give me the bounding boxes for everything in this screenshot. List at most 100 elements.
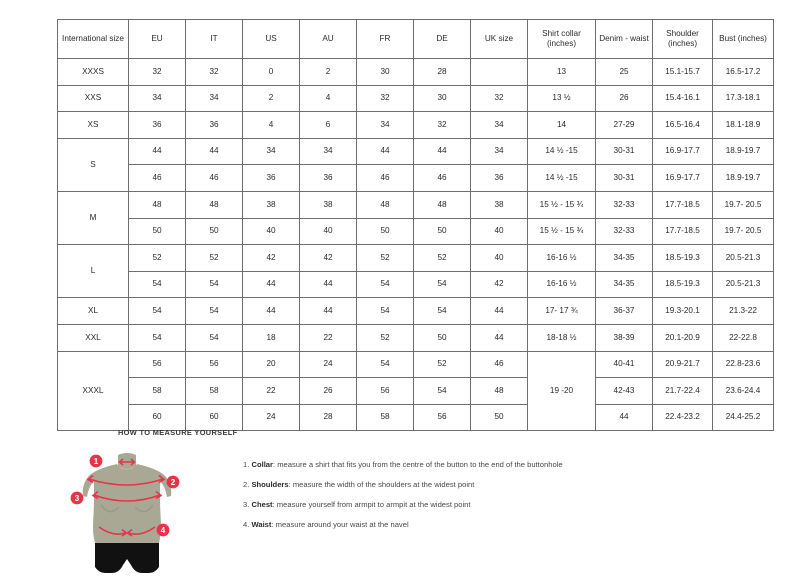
cell-5: 30 xyxy=(356,58,414,86)
cell-7: 46 xyxy=(470,350,528,379)
cell-7: 38 xyxy=(470,190,528,219)
column-header-denim-waist: Denim - waist xyxy=(595,19,653,59)
cell-6: 52 xyxy=(413,350,471,379)
cell-international-size: XXXS xyxy=(57,58,129,86)
cell-8: 16-16 ½ xyxy=(527,270,596,299)
cell-3: 44 xyxy=(242,270,300,299)
cell-international-size: M xyxy=(57,190,129,246)
cell-5: 46 xyxy=(356,164,414,192)
measure-item-text: : measure a shirt that fits you from the… xyxy=(273,460,563,469)
cell-9: 27-29 xyxy=(595,111,653,139)
cell-7: 34 xyxy=(470,137,528,166)
cell-international-size: XXL xyxy=(57,323,129,352)
cell-1: 54 xyxy=(128,323,186,352)
cell-7: 42 xyxy=(470,270,528,299)
cell-2: 32 xyxy=(185,58,243,86)
cell-10: 20.1-20.9 xyxy=(652,323,713,352)
cell-9: 34-35 xyxy=(595,270,653,299)
cell-10: 18.5-19.3 xyxy=(652,244,713,272)
table-row: XXS 34 34 2 4 32 30 32 13 ½ 26 15.4-16.1 17.3-18.1 xyxy=(57,84,774,113)
cell-11: 24.4-25.2 xyxy=(712,403,774,432)
cell-2: 54 xyxy=(185,297,243,325)
cell-10: 18.5-19.3 xyxy=(652,270,713,299)
measure-item-number: 4. xyxy=(243,520,250,530)
size-chart-container: International size EU IT US AU FR DE UK … xyxy=(57,19,774,432)
cell-2: 54 xyxy=(185,323,243,352)
cell-4: 34 xyxy=(299,137,357,166)
cell-10: 20.9-21.7 xyxy=(652,350,713,379)
cell-9: 38-39 xyxy=(595,323,653,352)
cell-1: 60 xyxy=(128,403,186,432)
cell-4: 38 xyxy=(299,190,357,219)
cell-5: 44 xyxy=(356,137,414,166)
cell-9: 44 xyxy=(595,403,653,432)
cell-1: 54 xyxy=(128,297,186,325)
cell-1: 46 xyxy=(128,164,186,192)
column-header-shirt-collar: Shirt collar (inches) xyxy=(527,19,596,59)
cell-4: 44 xyxy=(299,297,357,325)
cell-8: 17- 17 ¾ xyxy=(527,297,596,325)
cell-11: 17.3-18.1 xyxy=(712,84,774,113)
table-row: XXL 54 54 18 22 52 50 44 18-18 ½ 38-39 20.1-20.9 22… xyxy=(57,323,774,352)
cell-10: 15.1-15.7 xyxy=(652,58,713,86)
cell-6: 32 xyxy=(413,111,471,139)
table-row: 50 50 40 40 50 50 40 15 ½ - 15 ¾ 32-33 17.7-18.5 1… xyxy=(58,217,774,246)
cell-5: 32 xyxy=(356,84,414,113)
cell-10: 19.3-20.1 xyxy=(652,297,713,325)
cell-9: 32-33 xyxy=(595,217,653,246)
cell-1: 34 xyxy=(128,84,186,113)
cell-5: 52 xyxy=(356,244,414,272)
cell-7: 36 xyxy=(470,164,528,192)
table-row: 58 58 22 26 56 54 48 42-43 21.7-22.4 23.6-24.4 xyxy=(58,377,774,405)
cell-11: 18.9-19.7 xyxy=(712,164,774,192)
table-row: 60 60 24 28 58 56 50 44 22.4-23.2 24.4-25.2 xyxy=(58,403,774,432)
chest-line-left xyxy=(100,504,120,513)
badge-4: 4 xyxy=(156,523,170,537)
cell-3: 38 xyxy=(242,190,300,219)
cell-2: 50 xyxy=(185,217,243,246)
column-header-shoulder: Shoulder (inches) xyxy=(652,19,713,59)
measure-instruction-item: 1. Collar: measure a shirt that fits you… xyxy=(243,461,563,469)
cell-9: 42-43 xyxy=(595,377,653,405)
cell-8: 13 ½ xyxy=(527,84,596,113)
cell-1: 36 xyxy=(128,111,186,139)
table-row: 54 54 44 44 54 54 42 16-16 ½ 34-35 18.5-19.3 20.5-… xyxy=(58,270,774,299)
cell-11: 20.5-21.3 xyxy=(712,244,774,272)
cell-2: 56 xyxy=(185,350,243,379)
cell-6: 30 xyxy=(413,84,471,113)
measure-item-label: Waist xyxy=(251,520,272,530)
cell-6: 28 xyxy=(413,58,471,86)
cell-3: 44 xyxy=(242,297,300,325)
column-header-de: DE xyxy=(413,19,471,59)
cell-2: 44 xyxy=(185,137,243,166)
cell-10: 16.5-16.4 xyxy=(652,111,713,139)
cell-7: 48 xyxy=(470,377,528,405)
cell-8: 14 ½ -15 xyxy=(527,137,596,166)
measure-item-number: 3. xyxy=(243,500,250,510)
cell-11: 19.7- 20.5 xyxy=(712,190,774,219)
cell-10: 17.7-18.5 xyxy=(652,217,713,246)
cell-2: 46 xyxy=(185,164,243,192)
cell-11: 22-22.8 xyxy=(712,323,774,352)
cell-4: 24 xyxy=(299,350,357,379)
cell-2: 54 xyxy=(185,270,243,299)
how-to-measure-title: HOW TO MEASURE YOURSELF xyxy=(118,428,238,437)
cell-11: 19.7- 20.5 xyxy=(712,217,774,246)
cell-3: 2 xyxy=(242,84,300,113)
cell-10: 21.7-22.4 xyxy=(652,377,713,405)
table-row: XXXS 32 32 0 2 30 28 13 25 15.1-15.7 16.5-17.2 xyxy=(57,58,774,86)
table-row: XL 54 54 44 44 54 54 44 17- 17 ¾ 36-37 19.3-20.1 21… xyxy=(57,297,774,325)
cell-3: 24 xyxy=(242,403,300,432)
measure-instructions-list: 1. Collar: measure a shirt that fits you… xyxy=(243,461,563,541)
cell-international-size: XXXL xyxy=(57,350,129,432)
measure-item-label: Collar xyxy=(251,460,273,469)
cell-7: 40 xyxy=(470,244,528,272)
measure-instruction-item: 4. Waist: measure around your waist at t… xyxy=(243,521,563,529)
torso-shape xyxy=(82,464,172,545)
torso-diagram: 1 2 3 4 xyxy=(63,447,191,575)
cell-4: 42 xyxy=(299,244,357,272)
cell-8: 15 ½ - 15 ¾ xyxy=(527,217,596,246)
collar-measure-arrow xyxy=(118,458,136,466)
cell-3: 36 xyxy=(242,164,300,192)
cell-6: 56 xyxy=(413,403,471,432)
